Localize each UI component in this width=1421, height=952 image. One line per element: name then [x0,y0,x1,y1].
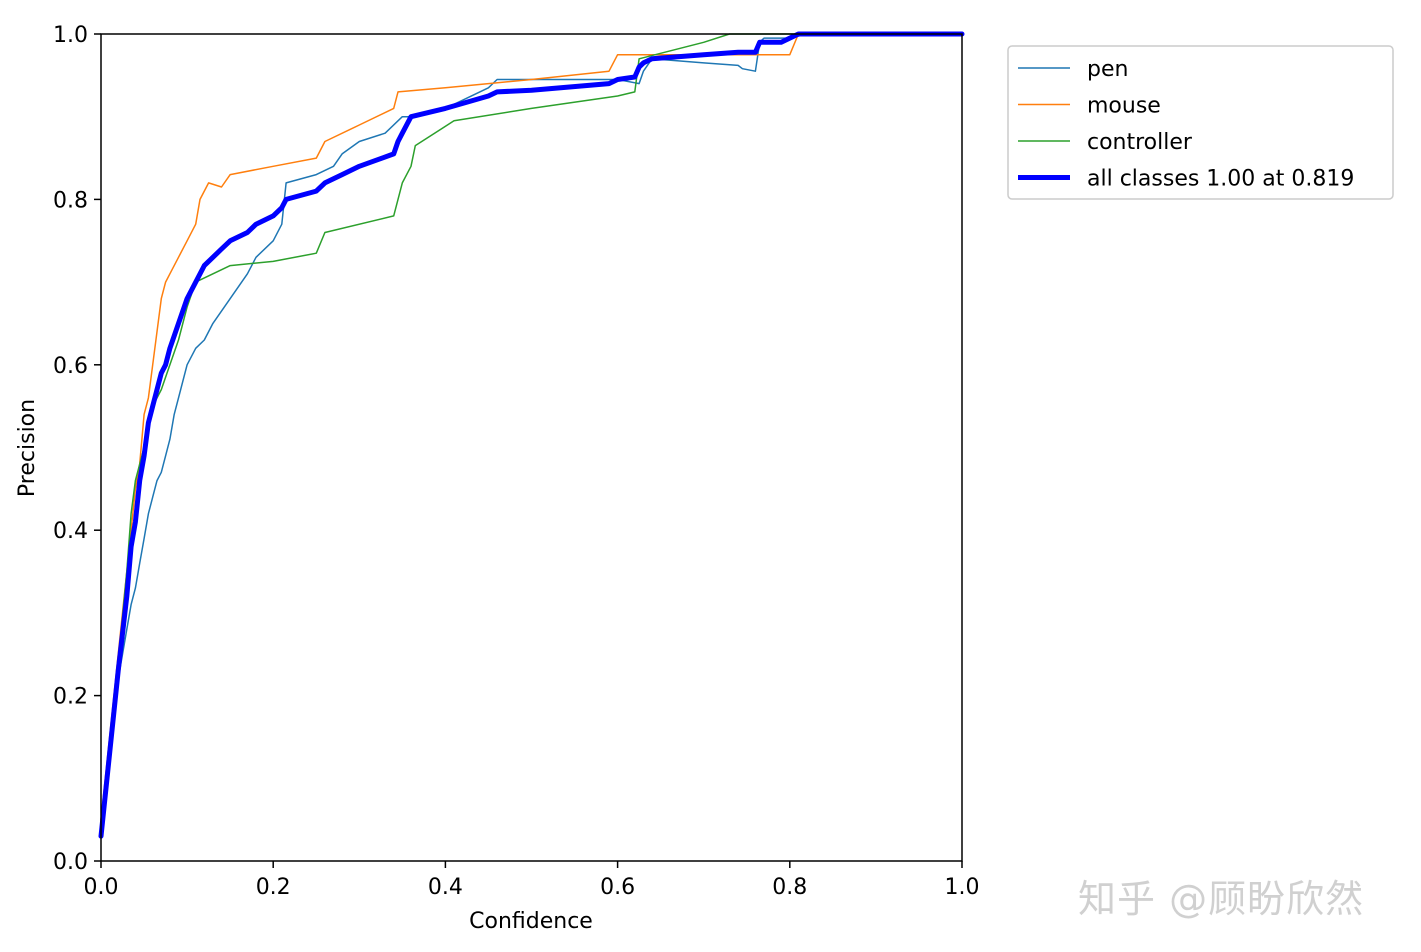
legend-label: mouse [1087,94,1161,119]
legend: pen mouse controller all classes 1.00 at 0.… [1007,45,1394,200]
y-tick-label: 0.8 [53,188,88,213]
y-tick-label: 0.4 [53,519,88,544]
legend-label: controller [1087,130,1193,155]
y-axis-label: Precision [15,399,40,497]
y-tick-label: 0.6 [53,354,88,379]
y-axis-ticks: 0.0 0.2 0.4 0.6 0.8 1.0 [53,23,101,875]
x-tick-label: 0.2 [256,875,291,900]
series-line-pen [100,33,963,837]
legend-label: pen [1087,57,1128,82]
series-line-mouse [100,33,963,821]
legend-frame [1007,45,1394,200]
x-tick-label: 0.8 [772,875,807,900]
series-line-controller [100,33,963,829]
x-axis-ticks: 0.0 0.2 0.4 0.6 0.8 1.0 [84,861,980,900]
y-tick-label: 1.0 [53,23,88,48]
x-tick-label: 0.6 [600,875,635,900]
series-line-all [98,31,965,839]
y-tick-label: 0.2 [53,685,88,710]
watermark: 知乎 @顾盼欣然 [1078,877,1365,921]
x-tick-label: 0.0 [84,875,119,900]
legend-label: all classes 1.00 at 0.819 [1087,167,1354,192]
x-tick-label: 1.0 [945,875,980,900]
x-tick-label: 0.4 [428,875,463,900]
y-tick-label: 0.0 [53,850,88,875]
plot-frame [100,33,963,862]
plot-lines [98,31,965,839]
x-axis-label: Confidence [469,909,593,934]
